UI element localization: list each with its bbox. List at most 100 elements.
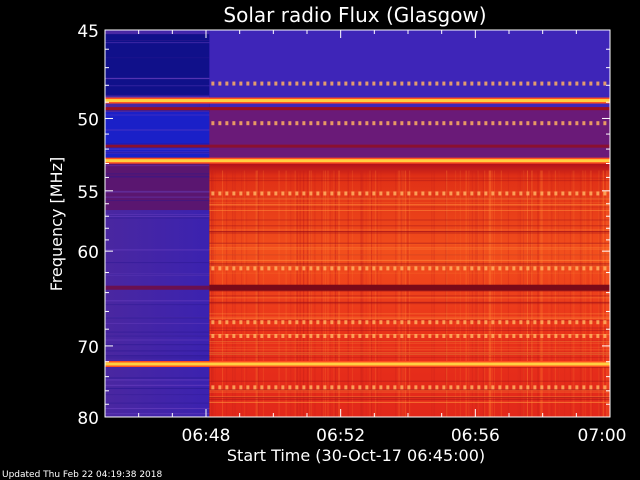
- striation: [469, 170, 471, 417]
- interference-tick: [232, 266, 236, 271]
- interference-tick: [316, 121, 320, 126]
- striation: [397, 170, 399, 417]
- interference-tick: [456, 191, 460, 196]
- interference-tick: [463, 334, 467, 338]
- noise-line: [105, 273, 210, 275]
- interference-tick: [568, 121, 572, 126]
- interference-tick: [568, 334, 572, 338]
- interference-tick: [253, 121, 257, 126]
- interference-tick: [302, 320, 306, 325]
- interference-tick: [442, 81, 446, 86]
- striation: [375, 170, 377, 417]
- interference-tick: [575, 266, 579, 271]
- interference-tick: [309, 385, 313, 390]
- interference-tick: [498, 191, 502, 196]
- interference-tick: [393, 81, 397, 86]
- striation: [572, 170, 574, 417]
- interference-tick: [281, 334, 285, 338]
- interference-tick: [372, 266, 376, 271]
- interference-tick: [561, 81, 565, 86]
- noise-line: [209, 380, 610, 382]
- striation: [459, 170, 461, 417]
- noise-line: [209, 349, 610, 351]
- interference-tick: [435, 320, 439, 325]
- interference-tick: [554, 266, 558, 271]
- interference-tick: [407, 334, 411, 338]
- noise-line: [105, 165, 210, 167]
- striation: [371, 170, 373, 417]
- striation: [212, 170, 214, 417]
- interference-tick: [323, 334, 327, 338]
- interference-tick: [386, 385, 390, 390]
- striation: [523, 170, 525, 417]
- interference-tick: [568, 191, 572, 196]
- striation: [313, 170, 315, 417]
- interference-tick: [330, 121, 334, 126]
- interference-tick: [603, 191, 607, 196]
- noise-line: [105, 33, 210, 35]
- interference-tick: [372, 385, 376, 390]
- interference-tick: [288, 385, 292, 390]
- interference-tick: [400, 320, 404, 325]
- interference-tick: [225, 334, 229, 338]
- interference-tick: [267, 121, 271, 126]
- striation: [226, 170, 228, 417]
- interference-tick: [568, 385, 572, 390]
- striation: [362, 170, 364, 417]
- interference-tick: [358, 81, 362, 86]
- interference-tick: [274, 320, 278, 325]
- interference-tick: [288, 191, 292, 196]
- interference-tick: [596, 266, 600, 271]
- interference-tick: [470, 385, 474, 390]
- noise-line: [105, 344, 210, 346]
- noise-line: [209, 354, 610, 356]
- striation: [541, 170, 543, 417]
- y-tick-label: 55: [77, 183, 99, 203]
- striation: [306, 170, 308, 417]
- interference-tick: [463, 266, 467, 271]
- interference-tick: [358, 385, 362, 390]
- interference-tick: [295, 121, 299, 126]
- striation: [433, 170, 435, 417]
- striation: [310, 170, 312, 417]
- striation: [531, 170, 533, 417]
- striation: [376, 170, 378, 417]
- interference-tick: [239, 266, 243, 271]
- interference-tick: [330, 81, 334, 86]
- interference-tick: [211, 320, 215, 325]
- interference-tick: [330, 266, 334, 271]
- noise-line: [105, 249, 210, 251]
- noise-line: [209, 398, 610, 400]
- noise-line: [105, 413, 210, 415]
- interference-tick: [379, 320, 383, 325]
- interference-tick: [253, 266, 257, 271]
- noise-line: [209, 397, 610, 399]
- striation: [294, 170, 296, 417]
- interference-tick: [554, 121, 558, 126]
- interference-tick: [526, 81, 530, 86]
- y-tick-label: 80: [77, 409, 99, 429]
- x-tick-label: 07:00: [578, 426, 627, 446]
- interference-tick: [519, 81, 523, 86]
- striation: [369, 170, 371, 417]
- striation: [347, 170, 349, 417]
- interference-tick: [379, 385, 383, 390]
- striation: [548, 170, 550, 417]
- interference-tick: [260, 334, 264, 338]
- interference-tick: [379, 121, 383, 126]
- interference-tick: [561, 385, 565, 390]
- interference-tick: [309, 334, 313, 338]
- interference-tick: [484, 121, 488, 126]
- band-dark: [105, 107, 610, 111]
- interference-tick: [547, 385, 551, 390]
- interference-tick: [274, 334, 278, 338]
- striation: [455, 170, 457, 417]
- interference-tick: [512, 385, 516, 390]
- striation: [537, 170, 539, 417]
- interference-tick: [540, 334, 544, 338]
- interference-tick: [484, 385, 488, 390]
- interference-tick: [449, 121, 453, 126]
- interference-tick: [400, 121, 404, 126]
- interference-tick: [386, 266, 390, 271]
- interference-tick: [596, 334, 600, 338]
